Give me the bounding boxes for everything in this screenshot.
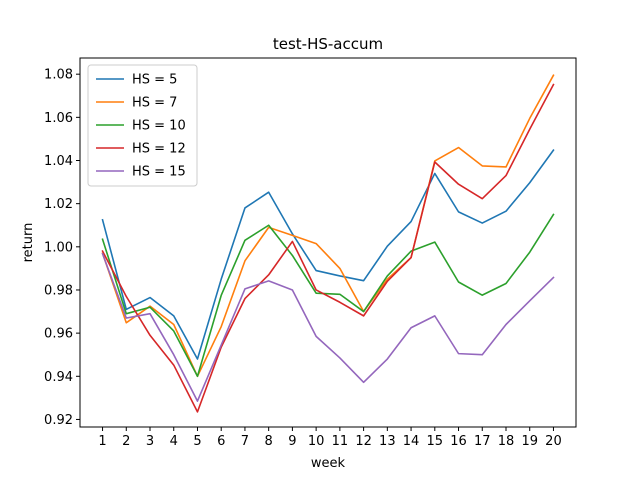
y-axis-label: return <box>21 223 36 263</box>
y-axis: 0.92 0.94 0.96 0.98 1.00 1.02 1.04 1.06 1.08 <box>44 68 80 428</box>
legend-box <box>87 64 198 187</box>
legend-entry: HS = 5 <box>132 73 177 88</box>
y-tick-label: 1.02 <box>44 197 73 212</box>
y-tick-label: 1.04 <box>44 154 73 169</box>
x-tick-label: 5 <box>193 434 201 449</box>
y-tick-label: 0.92 <box>44 413 73 428</box>
x-tick-label: 16 <box>450 434 467 449</box>
chart-title: test-HS-accum <box>273 35 383 53</box>
x-tick-label: 10 <box>308 434 325 449</box>
y-tick-label: 1.08 <box>44 68 73 83</box>
legend-entry: HS = 10 <box>132 119 186 134</box>
series-line-5 <box>101 252 555 402</box>
y-tick-label: 0.96 <box>44 327 73 342</box>
x-tick-label: 11 <box>332 434 349 449</box>
x-tick-label: 9 <box>288 434 296 449</box>
x-tick-label: 18 <box>498 434 515 449</box>
x-tick-label: 1 <box>98 434 106 449</box>
plot-frame <box>79 57 577 428</box>
series-line-2 <box>101 74 555 378</box>
x-tick-label: 4 <box>170 434 178 449</box>
x-tick-label: 20 <box>545 434 562 449</box>
x-tick-label: 2 <box>122 434 130 449</box>
legend: HS = 5 HS = 7 HS = 10 HS = 12 HS = 15 <box>87 64 198 187</box>
x-tick-label: 12 <box>355 434 372 449</box>
series-layer <box>101 74 555 413</box>
y-tick-label: 1.00 <box>44 240 73 255</box>
legend-entry: HS = 15 <box>132 165 186 180</box>
x-tick-label: 7 <box>241 434 249 449</box>
legend-entry: HS = 12 <box>132 142 186 157</box>
x-axis: 1 2 3 4 5 6 7 8 9 10 11 12 13 14 15 16 17 18 19 20 <box>98 427 562 449</box>
series-line-3 <box>101 213 555 378</box>
x-tick-label: 6 <box>217 434 225 449</box>
x-tick-label: 8 <box>265 434 273 449</box>
x-tick-label: 14 <box>403 434 420 449</box>
x-tick-label: 19 <box>521 434 538 449</box>
x-tick-label: 3 <box>146 434 154 449</box>
series-line-1 <box>101 149 555 360</box>
x-tick-label: 13 <box>379 434 396 449</box>
legend-entry: HS = 7 <box>132 96 177 111</box>
y-tick-label: 0.98 <box>44 283 73 298</box>
x-tick-label: 15 <box>427 434 444 449</box>
y-tick-label: 0.94 <box>44 370 73 385</box>
x-tick-label: 17 <box>474 434 491 449</box>
x-axis-label: week <box>311 456 346 471</box>
y-tick-label: 1.06 <box>44 111 73 126</box>
series-line-4 <box>101 83 555 413</box>
